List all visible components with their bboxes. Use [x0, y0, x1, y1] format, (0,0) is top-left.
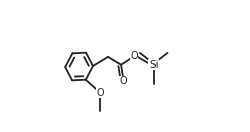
Text: O: O: [96, 88, 104, 98]
Text: O: O: [130, 51, 138, 61]
Text: Si: Si: [149, 60, 158, 70]
Text: O: O: [120, 76, 128, 86]
